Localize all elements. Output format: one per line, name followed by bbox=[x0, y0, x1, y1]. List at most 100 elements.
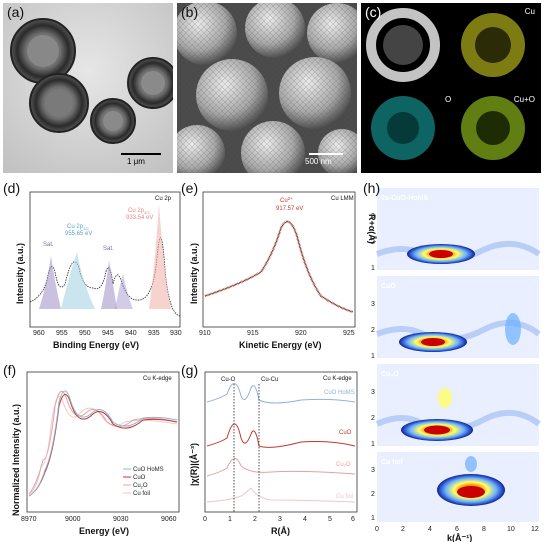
peak-value: 917.57 eV bbox=[276, 206, 303, 212]
tick: 945 bbox=[102, 330, 114, 337]
legend-cuo: CuO bbox=[133, 475, 146, 481]
x-axis-title: R(Å) bbox=[271, 526, 290, 536]
legend-foil: Cu foil bbox=[133, 491, 150, 497]
wavelet-map-cuo bbox=[375, 276, 541, 358]
tick: 1 bbox=[228, 516, 232, 523]
panel-e-tag: Cu LMM bbox=[331, 196, 354, 202]
panel-f-tag: Cu K-edge bbox=[143, 376, 172, 382]
y-axis-title: R+α(Å) bbox=[367, 214, 377, 244]
panel-h-wavelet-maps: 3s-CuO-HoMS CuO Cu₂O Cu foil 1 2 3 1 2 3… bbox=[367, 188, 541, 542]
x-ticks: 0 2 4 6 8 10 12 bbox=[375, 526, 539, 533]
x-axis-title: Energy (eV) bbox=[79, 526, 129, 536]
tick: 3 bbox=[371, 301, 375, 308]
wavelet-map-homs bbox=[375, 188, 541, 270]
sem-spheres bbox=[177, 3, 357, 173]
bond-cu-o: Cu-O bbox=[221, 377, 236, 383]
series-label-foil: Cu foil bbox=[336, 494, 353, 500]
panel-g-label: (g) bbox=[181, 362, 199, 378]
y-axis-title: Normalized Intensity (a.u.) bbox=[11, 404, 21, 516]
legend: CuO HoMS CuO Cu2O Cu foil bbox=[123, 467, 164, 497]
tick: 10 bbox=[507, 526, 515, 533]
y-axis-title: Intensity (a.u.) bbox=[15, 243, 25, 304]
tick: 0 bbox=[375, 526, 379, 533]
panel-f-label: (f) bbox=[3, 362, 17, 378]
tick: 2 bbox=[371, 239, 375, 246]
tick: 0 bbox=[203, 516, 207, 523]
y-axis-title: Intensity (a.u.) bbox=[189, 243, 199, 304]
tick: 935 bbox=[148, 330, 160, 337]
tick: 2 bbox=[253, 516, 257, 523]
panel-c-label: (c) bbox=[365, 4, 382, 20]
wavelet-map-cu2o bbox=[375, 364, 541, 446]
map-title-foil: Cu foil bbox=[381, 459, 403, 466]
map-title-homs: 3s-CuO-HoMS bbox=[381, 195, 428, 202]
scale-bar bbox=[309, 153, 343, 155]
tick: 960 bbox=[33, 330, 45, 337]
x-axis-title: Kinetic Energy (eV) bbox=[239, 340, 322, 350]
tick: 2 bbox=[401, 526, 405, 533]
tick: 8 bbox=[482, 526, 486, 533]
panel-d-tag: Cu 2p bbox=[155, 196, 172, 202]
panel-a-tem-image: (a) 1 μm bbox=[3, 3, 173, 173]
panel-d-xps-chart: Sat. Sat. Cu 2p1/2 955.65 eV Cu 2p3/2 93… bbox=[15, 191, 182, 350]
tick: 920 bbox=[295, 330, 307, 337]
cu2p32-value: 933.54 eV bbox=[126, 215, 153, 221]
tem-spheres bbox=[3, 3, 173, 173]
panel-c-eds-maps: (c) Cu O Cu+O bbox=[361, 3, 541, 173]
tick: 3 bbox=[371, 467, 375, 474]
tick: 925 bbox=[343, 330, 355, 337]
tick: 955 bbox=[56, 330, 68, 337]
tick: 3 bbox=[371, 389, 375, 396]
tick: 9000 bbox=[65, 516, 81, 523]
sat-label-1: Sat. bbox=[43, 242, 54, 248]
sat-label-2: Sat. bbox=[103, 246, 114, 252]
panel-g-exafs-chart: Cu-O Cu-Cu Cu K-edge CuO HoMS CuO Cu₂O C… bbox=[189, 371, 358, 536]
scale-bar-label: 1 μm bbox=[127, 157, 145, 166]
scale-bar-label: 500 nm bbox=[305, 157, 332, 166]
map-title-cuo: CuO bbox=[381, 283, 396, 290]
eds-map-grid bbox=[361, 3, 541, 173]
x-ticks: 960 955 950 945 940 935 930 bbox=[33, 330, 182, 337]
panel-e-auger-chart: Cu2+ 917.57 eV Cu LMM 910 915 920 925 Ki… bbox=[189, 191, 356, 350]
x-axis-title: Binding Energy (eV) bbox=[53, 340, 139, 350]
y-ticks: 1 2 3 1 2 3 1 2 3 1 2 3 bbox=[371, 213, 375, 522]
series-label-homs: CuO HoMS bbox=[324, 390, 355, 396]
panel-h-label: (h) bbox=[363, 180, 381, 196]
tick: 930 bbox=[170, 330, 182, 337]
map-label-cu: Cu bbox=[524, 7, 535, 16]
tick: 6 bbox=[351, 516, 355, 523]
tick: 3 bbox=[278, 516, 282, 523]
tick: 915 bbox=[247, 330, 259, 337]
map-title-cu2o: Cu₂O bbox=[381, 371, 399, 378]
peak-label: Cu2+ bbox=[280, 196, 293, 204]
tick: 1 bbox=[371, 515, 375, 522]
panel-e-label: (e) bbox=[181, 180, 199, 196]
x-axis-title: k(Å⁻¹) bbox=[447, 533, 472, 542]
tick: 6 bbox=[455, 526, 459, 533]
tick: 2 bbox=[371, 415, 375, 422]
tick: 9060 bbox=[161, 516, 177, 523]
bond-cu-cu: Cu-Cu bbox=[261, 377, 278, 383]
cu2p32-label: Cu 2p3/2 bbox=[128, 208, 150, 215]
tick: 2 bbox=[371, 491, 375, 498]
wavelet-map-foil bbox=[377, 452, 539, 522]
panel-d-label: (d) bbox=[3, 180, 21, 196]
x-ticks: 0 1 2 3 4 5 6 bbox=[203, 516, 355, 523]
tick: 950 bbox=[79, 330, 91, 337]
tick: 1 bbox=[371, 265, 375, 272]
cu2p12-value: 955.65 eV bbox=[65, 231, 92, 237]
tick: 8970 bbox=[21, 516, 37, 523]
panel-a-label: (a) bbox=[7, 4, 25, 20]
cu2p12-label: Cu 2p1/2 bbox=[67, 224, 89, 231]
tick: 910 bbox=[199, 330, 211, 337]
tick: 12 bbox=[531, 526, 539, 533]
panel-b-label: (b) bbox=[181, 4, 199, 20]
map-label-cu-o: Cu+O bbox=[513, 95, 535, 104]
panel-b-sem-image: (b) 500 nm bbox=[177, 3, 357, 173]
tick: 4 bbox=[303, 516, 307, 523]
tick: 9030 bbox=[113, 516, 129, 523]
map-label-o: O bbox=[445, 95, 452, 104]
tick: 940 bbox=[125, 330, 137, 337]
tick: 3 bbox=[371, 213, 375, 220]
tick: 2 bbox=[371, 327, 375, 334]
